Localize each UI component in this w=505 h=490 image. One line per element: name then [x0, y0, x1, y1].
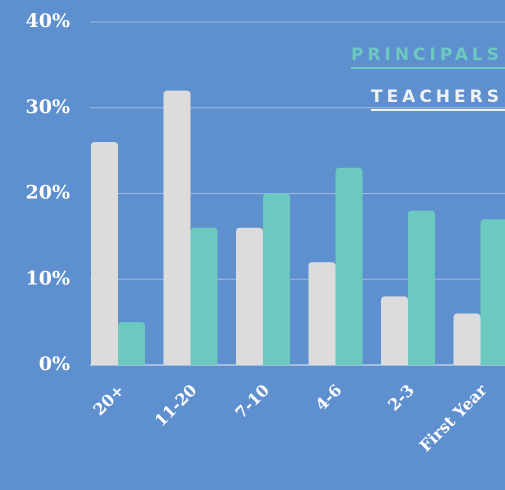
y-tick-label: 10% — [26, 267, 71, 289]
x-tick-label: First Year — [416, 380, 491, 455]
x-tick-label: 7-10 — [231, 381, 273, 423]
bar — [163, 90, 191, 365]
bar — [381, 296, 408, 365]
legend-label: TEACHERS — [371, 87, 503, 107]
y-tick-label: 30% — [26, 96, 71, 118]
x-tick-label: 20+ — [89, 381, 128, 420]
x-tick-label: 4-6 — [312, 381, 346, 415]
bar — [308, 262, 336, 365]
legend-label: PRINCIPALS — [351, 45, 503, 65]
bar — [408, 210, 435, 365]
bar — [236, 227, 263, 365]
bar — [118, 322, 145, 365]
bar — [453, 313, 481, 365]
bar — [263, 193, 290, 365]
bar — [91, 142, 118, 365]
x-tick-label: 2-3 — [384, 381, 418, 415]
bar — [480, 219, 505, 365]
y-tick-label: 0% — [39, 353, 70, 375]
y-tick-label: 20% — [26, 182, 71, 204]
x-tick-label: 11-20 — [151, 381, 201, 431]
bar — [335, 167, 363, 365]
y-tick-label: 40% — [26, 10, 71, 32]
bar — [190, 227, 218, 365]
